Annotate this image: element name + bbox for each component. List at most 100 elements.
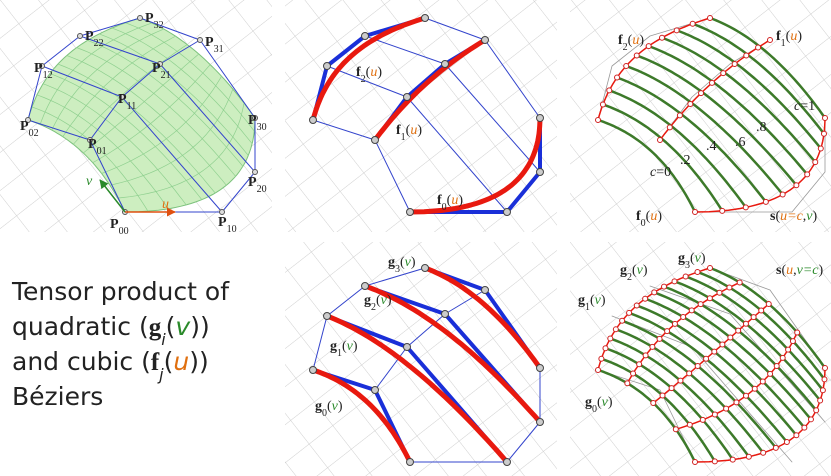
label-part: )) (190, 312, 210, 341)
curve-point (710, 80, 715, 85)
curve-point (728, 335, 733, 340)
label: .8 (756, 120, 767, 135)
curve-point (794, 183, 799, 188)
control-point (504, 209, 511, 216)
curve-point (643, 296, 648, 301)
curve-point (607, 88, 612, 93)
label: s(u=c,v) (770, 209, 818, 224)
label-part: u=c (780, 209, 803, 224)
control-point (407, 459, 414, 466)
curve-point (814, 408, 819, 413)
control-point (362, 33, 369, 40)
label-part: 1 (808, 99, 815, 114)
label: .2 (680, 153, 691, 168)
curve-point (599, 356, 604, 361)
curve-point (821, 131, 826, 136)
curve-point (780, 192, 785, 197)
curve-point (662, 284, 667, 289)
curve-point (652, 290, 657, 295)
curve-point (693, 460, 698, 465)
control-point (537, 115, 544, 122)
curve-point (724, 406, 729, 411)
curve-point (672, 321, 677, 326)
label: s(u,v=c) (776, 263, 824, 278)
figure: P00P10P20P30P01P11P21P31P02P12P22P32uvf2… (0, 0, 831, 476)
label-part: u (162, 197, 169, 212)
curve-point (743, 321, 748, 326)
curve-point (698, 302, 703, 307)
panel-bg (285, 0, 557, 232)
caption-line: and cubic (fj(u)) (12, 347, 209, 384)
label: .6 (735, 135, 746, 150)
curve-point (693, 210, 698, 215)
curve-point (717, 290, 722, 295)
curve-point (784, 440, 789, 445)
label-part: 31 (214, 44, 224, 55)
curve-point (768, 38, 773, 43)
label: .4 (706, 139, 717, 154)
curve-point (743, 205, 748, 210)
curve-point (667, 125, 672, 130)
curve-point (746, 454, 751, 459)
control-point (404, 344, 411, 351)
control-point (198, 38, 203, 43)
label-part: 10 (227, 224, 237, 235)
control-point (422, 265, 429, 272)
curve-point (768, 371, 773, 376)
curve-point (822, 377, 827, 382)
curve-point (734, 400, 739, 405)
label-part: Béziers (12, 382, 103, 411)
curve-point (695, 364, 700, 369)
label-part: ( (166, 312, 176, 341)
curve-point (720, 208, 725, 213)
curve-point (721, 71, 726, 76)
control-point (310, 117, 317, 124)
curve-point (712, 459, 717, 464)
curve-point (657, 336, 662, 341)
control-point (482, 37, 489, 44)
curve-point (820, 388, 825, 393)
control-point (422, 15, 429, 22)
label-part: .8 (756, 120, 767, 135)
caption-line: Tensor product of (11, 277, 230, 306)
curve-point (818, 398, 823, 403)
label-part: 0 (664, 165, 671, 180)
control-point (537, 169, 544, 176)
curve-point (802, 425, 807, 430)
curve-point (823, 116, 828, 121)
label-part: 21 (161, 70, 171, 81)
label-part: u (632, 33, 639, 48)
curve-point (752, 386, 757, 391)
label-part: quadratic ( (12, 312, 149, 341)
curve-point (659, 35, 664, 40)
curve-point (727, 285, 732, 290)
curve-point (650, 344, 655, 349)
curve-point (805, 172, 810, 177)
label-part: ) (411, 255, 416, 270)
label-part: = (656, 165, 664, 180)
label-part: g (585, 395, 592, 410)
label-part: 11 (127, 101, 137, 112)
curve-point (631, 371, 636, 376)
curve-point (683, 274, 688, 279)
curve-point (730, 457, 735, 462)
control-point (504, 459, 511, 466)
label-part: ) (701, 251, 706, 266)
label-part: u (790, 29, 797, 44)
curve-point (658, 138, 663, 143)
curve-point (673, 427, 678, 432)
label-part: 32 (154, 20, 164, 31)
curve-point (678, 378, 683, 383)
curve-point (759, 308, 764, 313)
control-point (404, 94, 411, 101)
control-point (310, 367, 317, 374)
curve-point (756, 45, 761, 50)
curve-point (688, 101, 693, 106)
label-part: 22 (94, 38, 104, 49)
curve-point (603, 346, 608, 351)
curve-point (615, 75, 620, 80)
curve-point (760, 379, 765, 384)
curve-point (637, 362, 642, 367)
label-part: 02 (29, 128, 39, 139)
curve-point (780, 355, 785, 360)
